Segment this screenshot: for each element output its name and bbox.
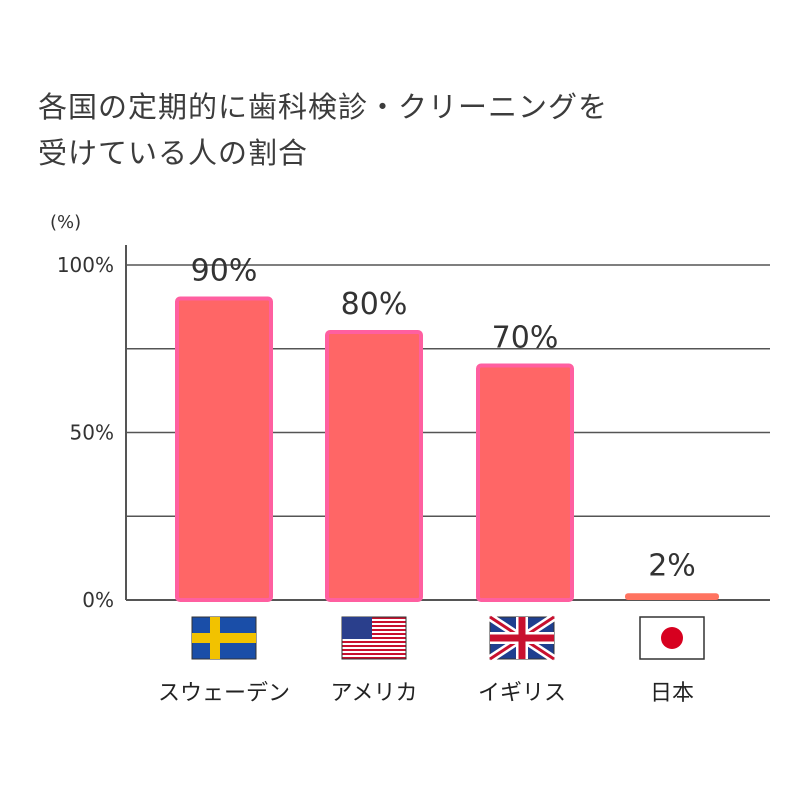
value-labels: 90% 80% 70% 2% bbox=[191, 254, 696, 584]
value-label: 70% bbox=[492, 321, 559, 356]
bars bbox=[175, 296, 719, 602]
y-unit-label: (%) bbox=[50, 212, 81, 233]
value-label: 80% bbox=[341, 287, 408, 322]
y-tick-labels: 100% 50% 0% bbox=[57, 253, 114, 612]
japan-flag-icon bbox=[639, 616, 705, 660]
y-tick-label: 100% bbox=[57, 253, 114, 277]
chart-title-line-2: 受けている人の割合 bbox=[38, 136, 309, 170]
y-tick-label: 0% bbox=[82, 588, 114, 612]
usa-flag-icon bbox=[341, 616, 407, 660]
category-label-japan: 日本 bbox=[650, 681, 694, 706]
bar-スウェーデン bbox=[175, 296, 273, 602]
value-label: 90% bbox=[191, 254, 258, 289]
category-label-usa: アメリカ bbox=[331, 681, 418, 706]
category-label-sweden: スウェーデン bbox=[158, 681, 290, 706]
bar-日本 bbox=[625, 593, 719, 600]
value-label: 2% bbox=[648, 548, 696, 583]
bar-イギリス bbox=[476, 363, 574, 602]
uk-flag-icon bbox=[487, 613, 557, 663]
sweden-flag-icon bbox=[191, 616, 257, 660]
bar-アメリカ bbox=[325, 330, 423, 602]
category-label-uk: イギリス bbox=[478, 681, 566, 706]
chart-title-line-1: 各国の定期的に歯科検診・クリーニングを bbox=[38, 90, 609, 124]
y-tick-label: 50% bbox=[70, 421, 114, 445]
